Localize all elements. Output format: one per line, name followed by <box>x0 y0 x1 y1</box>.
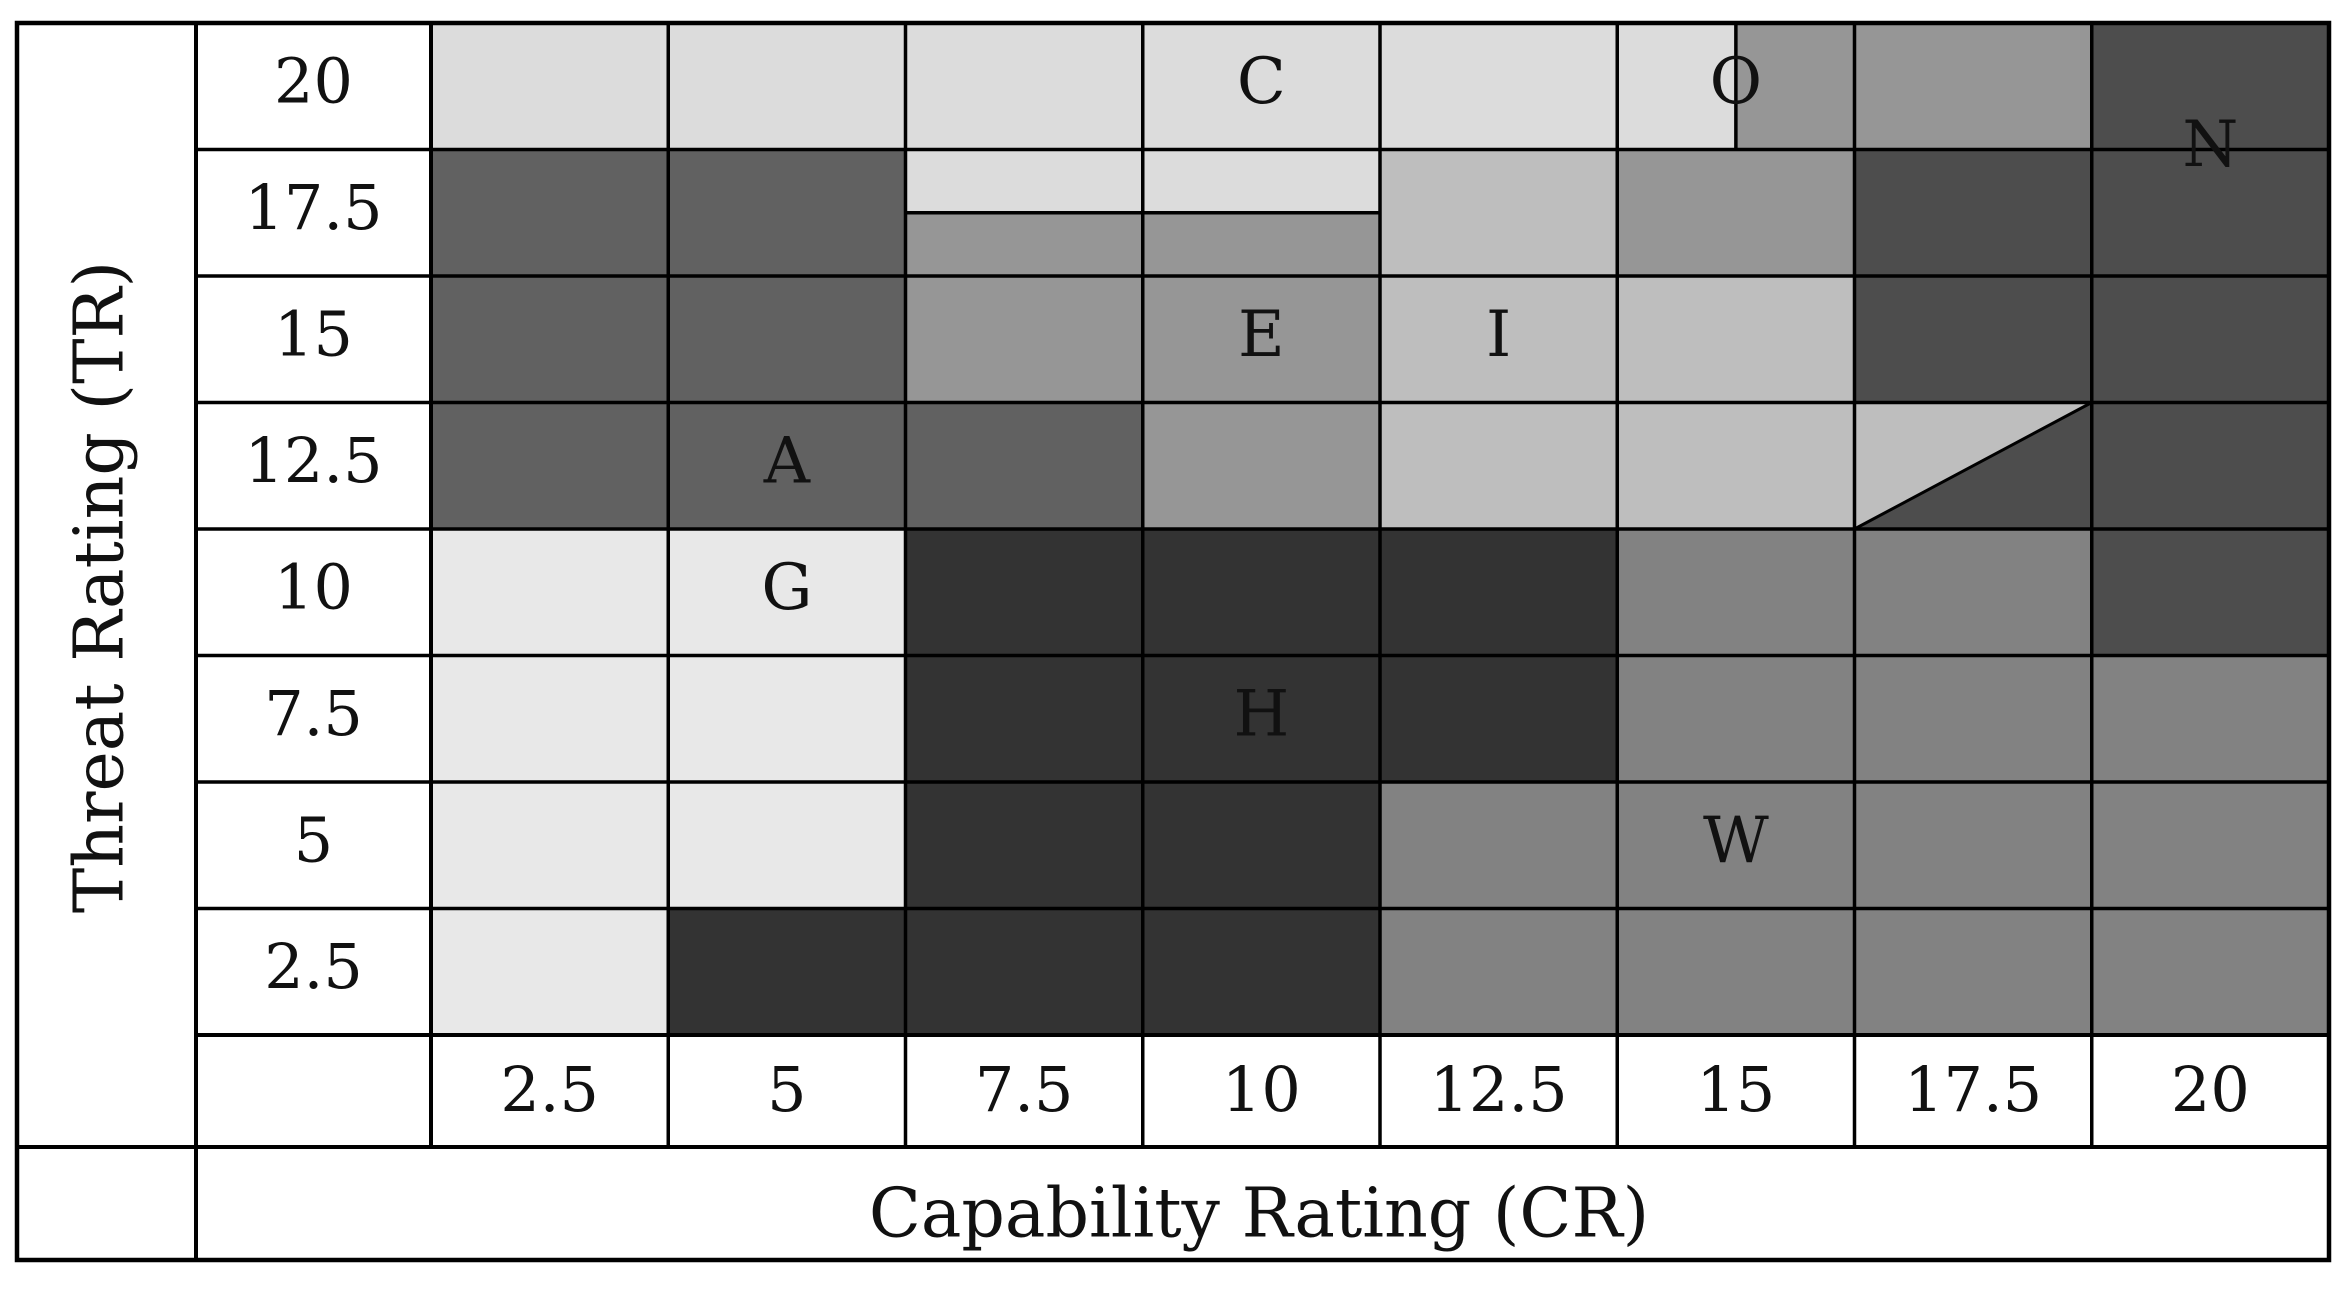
point-label-e: E <box>1238 298 1285 372</box>
matrix-gridlines <box>431 23 2329 1035</box>
tick-labels: 20 17.5 15 12.5 10 7.5 5 2.5 2.5 5 7.5 10 12.5 15 17.5… <box>244 44 2249 1126</box>
point-labels: C O N E I AG H W <box>761 45 2238 878</box>
matrix-cell <box>1617 149 1855 276</box>
point-label-a: A <box>763 424 811 498</box>
matrix-cell <box>668 908 906 1035</box>
x-tick-label: 5 <box>767 1053 806 1126</box>
point-label-c: C <box>1237 45 1286 119</box>
x-tick-label: 12.5 <box>1430 1053 1568 1126</box>
matrix-cell <box>431 908 669 1035</box>
y-axis-title: Threat Rating (TR) <box>61 261 140 913</box>
x-tick-label: 2.5 <box>500 1053 599 1126</box>
y-tick-label: 10 <box>274 550 353 623</box>
x-axis-title: Capability Rating (CR) <box>869 1175 1649 1254</box>
y-tick-label: 5 <box>294 803 333 876</box>
matrix-cell <box>1854 23 2092 150</box>
matrix-cell <box>431 23 1618 150</box>
point-label-h: H <box>1233 677 1289 751</box>
matrix-cell <box>1735 23 1855 150</box>
matrix-cell <box>2091 655 2329 1035</box>
y-tick-label: 17.5 <box>244 171 382 244</box>
matrix-cell <box>1380 149 1618 529</box>
y-tick-label: 15 <box>274 297 353 370</box>
y-tick-label: 20 <box>274 44 353 117</box>
x-tick-label: 15 <box>1696 1053 1775 1126</box>
y-tick-label: 12.5 <box>244 424 382 497</box>
point-label-o: O <box>1710 45 1762 119</box>
outer-border <box>14 20 2332 1263</box>
x-tick-label: 20 <box>2171 1053 2250 1126</box>
point-label-i: I <box>1486 298 1511 372</box>
x-tick-label: 7.5 <box>975 1053 1074 1126</box>
x-tick-label: 17.5 <box>1904 1053 2042 1126</box>
x-tick-label: 10 <box>1222 1053 1301 1126</box>
matrix-cell <box>2091 23 2329 150</box>
matrix-cell <box>1617 23 1736 150</box>
matrix-cell <box>1142 402 1380 529</box>
matrix-cell <box>905 402 1143 529</box>
matrix-cell <box>2091 529 2329 656</box>
y-tick-label: 2.5 <box>264 930 363 1003</box>
y-tick-label: 7.5 <box>264 677 363 750</box>
table-frame <box>14 20 2332 1263</box>
point-label-w: W <box>1703 804 1769 878</box>
point-label-g: G <box>761 551 812 625</box>
point-label-n: N <box>2182 108 2238 182</box>
